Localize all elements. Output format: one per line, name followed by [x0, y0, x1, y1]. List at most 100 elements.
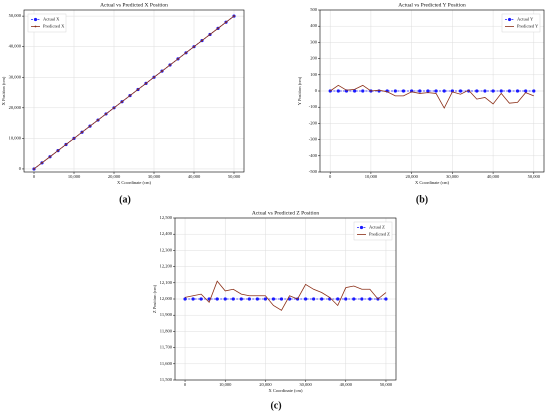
y-tick-label: 11,900 [160, 312, 173, 318]
chart-title: Actual vs Predicted X Position [100, 2, 168, 8]
y-axis-label: Y Position (cm) [297, 76, 302, 105]
legend-box [353, 221, 393, 241]
data-point [97, 119, 99, 121]
series-line [184, 280, 387, 311]
data-point [360, 297, 364, 301]
y-tick-label: 12,500 [160, 215, 173, 221]
data-point [73, 137, 75, 140]
data-point [49, 155, 51, 158]
y-axis-label: X Position (cm) [1, 76, 6, 105]
data-point [121, 100, 123, 103]
data-point [129, 94, 131, 97]
y-tick-label: -100 [309, 104, 318, 109]
data-point [263, 297, 268, 301]
legend-label: Actual Y [517, 17, 534, 22]
x-tick-label: 30,000 [148, 174, 161, 180]
data-point [524, 89, 528, 93]
legend-marker [507, 17, 512, 22]
data-point [65, 143, 67, 146]
data-point [81, 131, 83, 134]
legend-label: Predicted Z [369, 232, 390, 237]
y-tick-label: 500 [310, 7, 318, 12]
panel-label: (a) [119, 194, 131, 205]
data-point [169, 64, 171, 66]
data-point [312, 297, 316, 301]
data-point [320, 297, 324, 301]
data-point [483, 89, 487, 93]
data-point [183, 297, 187, 301]
x-tick-label: 0 [33, 174, 36, 179]
y-tick-label: -200 [309, 120, 318, 125]
x-tick-label: 40,000 [487, 174, 500, 180]
x-tick-label: 40,000 [188, 174, 201, 180]
data-point [199, 297, 203, 301]
x-tick-label: 50,000 [528, 174, 541, 180]
legend-label: Actual Z [369, 225, 385, 230]
data-point [353, 89, 357, 93]
data-point [231, 297, 235, 301]
chart-title: Actual vs Predicted Y Position [398, 2, 466, 8]
y-tick-label: 30,000 [9, 74, 22, 80]
data-point [57, 149, 59, 152]
y-tick-label: 0 [19, 166, 22, 171]
y-tick-label: 11,700 [160, 345, 173, 351]
x-tick-label: 20,000 [259, 382, 272, 388]
y-axis-label: Z Position (cm) [152, 284, 157, 313]
x-tick-label: 20,000 [405, 174, 418, 180]
data-point [191, 297, 195, 301]
y-tick-label: 100 [310, 72, 318, 77]
y-tick-label: -400 [309, 153, 318, 158]
data-point [418, 89, 422, 93]
y-tick-label: 20,000 [9, 105, 22, 111]
legend-label: Actual X [43, 17, 60, 22]
data-point [247, 297, 251, 301]
y-tick-label: 40,000 [9, 44, 22, 50]
data-point [384, 297, 388, 301]
data-point [491, 89, 495, 93]
y-tick-label: 400 [310, 23, 318, 28]
data-point [361, 89, 365, 93]
x-tick-label: 10,000 [219, 382, 232, 388]
data-point [113, 106, 115, 109]
data-point [442, 89, 446, 93]
x-axis-label: X Coordinate (cm) [415, 180, 449, 185]
x-tick-label: 0 [329, 174, 332, 179]
x-tick-label: 0 [184, 382, 187, 387]
data-point [161, 70, 163, 73]
legend-box [501, 13, 541, 33]
data-point [137, 88, 139, 91]
y-tick-label: 200 [310, 56, 318, 61]
x-tick-label: 50,000 [380, 382, 393, 388]
y-tick-label: 12,400 [160, 231, 173, 237]
data-point [352, 297, 356, 301]
data-point [401, 89, 406, 93]
data-point [145, 82, 147, 85]
y-tick-label: 0 [315, 88, 318, 93]
data-point [287, 297, 292, 301]
y-tick-label: 11,800 [160, 328, 173, 334]
data-point [217, 27, 219, 30]
data-point [426, 89, 430, 93]
data-point [185, 51, 187, 54]
series-line [329, 84, 534, 109]
y-tick-label: 12,100 [160, 280, 173, 286]
data-point [255, 297, 259, 301]
data-point [41, 161, 43, 164]
data-point [225, 21, 227, 24]
data-point [393, 89, 397, 93]
data-point [33, 167, 35, 170]
data-point [215, 297, 219, 301]
plot-area [24, 10, 244, 172]
data-point [499, 89, 503, 93]
panel-label: (c) [270, 400, 281, 411]
data-point [153, 76, 155, 79]
y-tick-label: 10,000 [9, 135, 22, 141]
data-point [209, 33, 211, 36]
data-point [507, 89, 511, 93]
data-point [434, 89, 438, 93]
x-tick-label: 10,000 [68, 174, 81, 180]
y-tick-label: 50,000 [9, 13, 22, 19]
y-tick-label: 11,600 [160, 361, 173, 367]
x-tick-label: 10,000 [365, 174, 378, 180]
